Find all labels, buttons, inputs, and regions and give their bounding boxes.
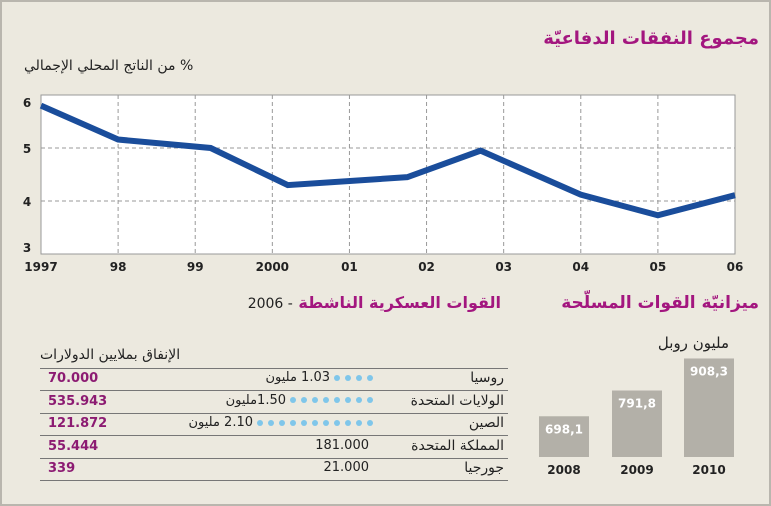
bar-value-label: 791,8 xyxy=(618,397,656,411)
forces-cell: 181.000 xyxy=(315,438,373,453)
x-tick-label: 05 xyxy=(650,260,667,274)
table-row: 535.943 1.50مليون الولايات المتحدة xyxy=(40,391,508,414)
y-tick-label: 5 xyxy=(23,142,31,156)
soldier-dot-icon xyxy=(312,397,318,403)
soldier-dot-icon xyxy=(334,374,340,381)
x-tick-label: 99 xyxy=(187,260,204,274)
x-tick-label: 03 xyxy=(495,260,512,274)
forces-dots xyxy=(290,397,373,403)
table-header-rule xyxy=(40,346,508,369)
bar-year-label: 2010 xyxy=(692,463,725,477)
x-tick-label: 1997 xyxy=(24,260,57,274)
forces-value: 181.000 xyxy=(315,437,369,453)
forces-cell: 21.000 xyxy=(324,460,374,475)
forces-cell: 2.10 مليون xyxy=(188,415,373,430)
bar-value-label: 698,1 xyxy=(545,422,583,436)
bar-2009 xyxy=(612,390,662,457)
line-chart: 1997 98 99 2000 01 02 03 04 05 06 3 4 5 6 xyxy=(23,94,744,274)
soldier-dot-icon xyxy=(367,397,373,403)
soldier-dot-icon xyxy=(345,419,351,426)
spending-value: 339 xyxy=(48,461,76,476)
table-row: 339 21.000 جورجيا xyxy=(40,458,508,481)
soldier-dot-icon xyxy=(323,397,329,403)
spending-header: الإنفاق بملايين الدولارات xyxy=(40,347,181,363)
soldier-dot-icon xyxy=(323,419,329,426)
budget-title: ميزانيّة القوات المسلّحة xyxy=(561,293,759,313)
y-tick-label: 6 xyxy=(23,96,31,110)
forces-value: 1.50مليون xyxy=(225,392,286,408)
budget-unit: مليون روبل xyxy=(657,334,729,352)
x-tick-label: 98 xyxy=(110,260,127,274)
soldier-dot-icon xyxy=(290,397,296,403)
soldier-dot-icon xyxy=(301,397,307,403)
x-tick-label: 01 xyxy=(341,260,358,274)
table-row: 70.000 1.03 مليون روسيا xyxy=(40,368,508,391)
soldier-dot-icon xyxy=(367,419,373,426)
soldier-dot-icon xyxy=(356,374,362,381)
forces-value: 21.000 xyxy=(323,460,370,475)
soldier-dot-icon xyxy=(356,419,362,426)
soldier-dot-icon xyxy=(334,419,340,426)
country-name: المملكة المتحدة xyxy=(411,437,504,454)
soldier-dot-icon xyxy=(290,419,296,426)
x-tick-label: 02 xyxy=(418,260,435,274)
forces-value: 1.03 مليون xyxy=(265,370,330,385)
plot-area xyxy=(40,94,736,255)
soldier-dot-icon xyxy=(356,397,362,403)
table-row: 55.444 181.000 المملكة المتحدة xyxy=(40,436,508,459)
soldier-dot-icon xyxy=(279,419,285,426)
x-tick-label: 2000 xyxy=(256,260,289,274)
bar-year-label: 2008 xyxy=(547,463,580,477)
soldier-dot-icon xyxy=(345,374,351,381)
line-chart-unit: % من الناتج المحلي الإجمالي xyxy=(24,58,194,74)
spending-value: 121.872 xyxy=(48,416,108,431)
country-name: الولايات المتحدة xyxy=(410,392,504,409)
soldier-dot-icon xyxy=(268,419,274,426)
spending-value: 535.943 xyxy=(48,393,108,409)
forces-dots xyxy=(334,374,373,381)
country-name: روسيا xyxy=(470,370,504,386)
forces-title-text: القوات العسكرية الناشطة xyxy=(298,293,501,312)
forces-value: 2.10 مليون xyxy=(188,415,253,430)
x-tick-label: 04 xyxy=(572,260,589,274)
y-tick-label: 3 xyxy=(23,241,31,255)
spending-value: 55.444 xyxy=(48,438,99,454)
bar-year-label: 2009 xyxy=(620,463,653,477)
soldier-dot-icon xyxy=(367,374,373,381)
soldier-dot-icon xyxy=(312,419,318,426)
forces-dots xyxy=(257,419,373,426)
forces-year: - 2006 xyxy=(247,296,293,312)
x-tick-label: 06 xyxy=(727,260,744,274)
soldier-dot-icon xyxy=(257,419,263,426)
forces-cell: 1.03 مليون xyxy=(265,370,373,385)
soldier-dot-icon xyxy=(301,419,307,426)
y-tick-label: 4 xyxy=(23,195,31,209)
country-name: جورجيا xyxy=(464,460,504,476)
bar-2010 xyxy=(684,358,734,457)
spending-value: 70.000 xyxy=(48,371,99,386)
soldier-dot-icon xyxy=(334,397,340,403)
bar-value-label: 908,3 xyxy=(690,364,728,378)
bar-2008 xyxy=(539,416,589,457)
line-chart-title: مجموع النفقات الدفاعيّة xyxy=(543,28,759,49)
forces-title: القوات العسكرية الناشطة - 2006 xyxy=(248,293,501,312)
soldier-dot-icon xyxy=(345,397,351,403)
forces-cell: 1.50مليون xyxy=(226,393,373,408)
country-name: الصين xyxy=(468,415,504,431)
table-row: 121.872 2.10 مليون الصين xyxy=(40,413,508,436)
